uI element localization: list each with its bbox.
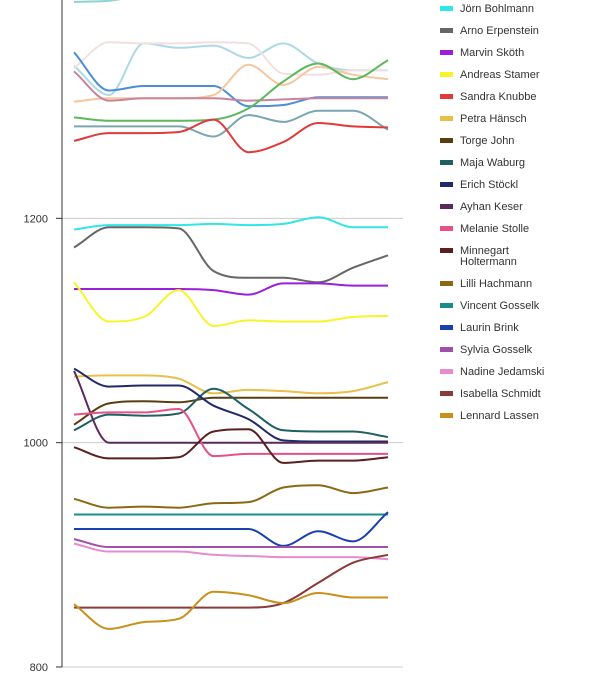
legend[interactable]: Jörn Bohlmann Arno Erpenstein Marvin Sköth… [440, 3, 544, 422]
series-line-ayhan-keser [73, 370, 388, 444]
legend-swatch [440, 94, 453, 99]
series-line-maja-waburg [73, 387, 389, 439]
series-line-petra-h-nsch [73, 374, 389, 395]
legend-label: Isabella Schmidt [460, 388, 541, 400]
series-line-nadine-jedamski [73, 542, 389, 561]
legend-label: Erich Stöckl [460, 179, 518, 191]
series-line-marvin-sk-th [74, 282, 388, 296]
legend-swatch [440, 391, 453, 396]
legend-item-isabella-schmidt[interactable]: Isabella Schmidt [440, 388, 541, 400]
legend-item-erich-st-ckl[interactable]: Erich Stöckl [440, 179, 518, 191]
legend-label: Nadine Jedamski [460, 366, 544, 378]
legend-item-minnegart-holtermann[interactable]: Minnegart Holtermann [440, 245, 517, 268]
series-line-lilli-hachmann [73, 484, 389, 509]
legend-swatch [440, 204, 453, 209]
legend-label: Andreas Stamer [460, 69, 540, 81]
legend-item-maja-waburg[interactable]: Maja Waburg [440, 157, 525, 169]
legend-item-ayhan-keser[interactable]: Ayhan Keser [440, 201, 523, 213]
series-line-unlabeled-6 [73, 59, 389, 122]
legend-item-arno-erpenstein[interactable]: Arno Erpenstein [440, 25, 539, 37]
legend-swatch [440, 50, 453, 55]
series-line-sandra-knubbe [73, 118, 389, 154]
series-line-laurin-brink [74, 511, 389, 547]
series-line-erich-st-ckl [73, 367, 388, 443]
series-line-unlabeled-4 [73, 63, 389, 103]
series-line-melanie-stolle [73, 407, 388, 458]
legend-item-nadine-jedamski[interactable]: Nadine Jedamski [440, 366, 544, 378]
y-axis: 800 1000 1200 [24, 0, 63, 674]
legend-swatch [440, 413, 453, 418]
series-line-unlabeled-7 [74, 109, 389, 138]
legend-item-sylvia-gosselk[interactable]: Sylvia Gosselk [440, 344, 533, 356]
series-line-minnegart-holtermann [73, 428, 389, 464]
legend-label: Lennard Lassen [460, 410, 539, 422]
series-line-torge-john [73, 396, 388, 426]
legend-swatch [440, 248, 453, 253]
legend-swatch [440, 116, 453, 121]
legend-label: Melanie Stolle [460, 223, 529, 235]
series-line-isabella-schmidt [74, 553, 389, 609]
y-tick-label: 1200 [24, 213, 48, 225]
legend-swatch [440, 303, 453, 308]
legend-swatch [440, 160, 453, 165]
legend-item-laurin-brink[interactable]: Laurin Brink [440, 322, 519, 334]
legend-label: Jörn Bohlmann [460, 3, 534, 15]
legend-swatch [440, 138, 453, 143]
legend-label: Maja Waburg [460, 157, 525, 169]
series-line-sylvia-gosselk [73, 538, 388, 548]
legend-label: Vincent Gosselk [460, 300, 540, 312]
legend-item-marvin-sk-th[interactable]: Marvin Sköth [440, 47, 524, 59]
legend-label: Ayhan Keser [460, 201, 523, 213]
legend-item-sandra-knubbe[interactable]: Sandra Knubbe [440, 91, 536, 103]
legend-item-petra-h-nsch[interactable]: Petra Hänsch [440, 113, 527, 125]
legend-item-andreas-stamer[interactable]: Andreas Stamer [440, 69, 540, 81]
series-line-j-rn-bohlmann [73, 216, 388, 231]
series-line-arno-erpenstein [73, 226, 389, 284]
legend-swatch [440, 325, 453, 330]
legend-label: Marvin Sköth [460, 47, 524, 59]
series-line-unlabeled-1 [73, 42, 388, 97]
series-line-unlabeled-0 [73, 0, 122, 3]
legend-item-j-rn-bohlmann[interactable]: Jörn Bohlmann [440, 3, 534, 15]
legend-label: Petra Hänsch [460, 113, 527, 125]
series-line-unlabeled-3 [73, 51, 388, 108]
legend-swatch [440, 369, 453, 374]
legend-item-lilli-hachmann[interactable]: Lilli Hachmann [440, 278, 532, 290]
legend-swatch [440, 6, 453, 11]
legend-swatch [440, 28, 453, 33]
y-tick-label: 1000 [24, 438, 48, 450]
legend-item-vincent-gosselk[interactable]: Vincent Gosselk [440, 300, 540, 312]
legend-swatch [440, 182, 453, 187]
legend-swatch [440, 226, 453, 231]
legend-label: Torge John [460, 135, 514, 147]
y-tick-label: 800 [30, 662, 48, 674]
series-line-lennard-lassen [73, 590, 388, 630]
series-line-andreas-stamer [73, 281, 389, 328]
legend-swatch [440, 72, 453, 77]
legend-swatch [440, 347, 453, 352]
legend-label: Sandra Knubbe [460, 91, 536, 103]
legend-item-lennard-lassen[interactable]: Lennard Lassen [440, 410, 539, 422]
series-line-unlabeled-5 [73, 70, 388, 102]
series-lines [73, 0, 389, 630]
legend-label: Sylvia Gosselk [460, 344, 533, 356]
legend-label: Arno Erpenstein [460, 25, 539, 37]
legend-label: Lilli Hachmann [460, 278, 532, 290]
legend-item-melanie-stolle[interactable]: Melanie Stolle [440, 223, 529, 235]
legend-item-torge-john[interactable]: Torge John [440, 135, 514, 147]
legend-label: Laurin Brink [460, 322, 519, 334]
legend-swatch [440, 281, 453, 286]
legend-label: Minnegart Holtermann [460, 245, 517, 268]
